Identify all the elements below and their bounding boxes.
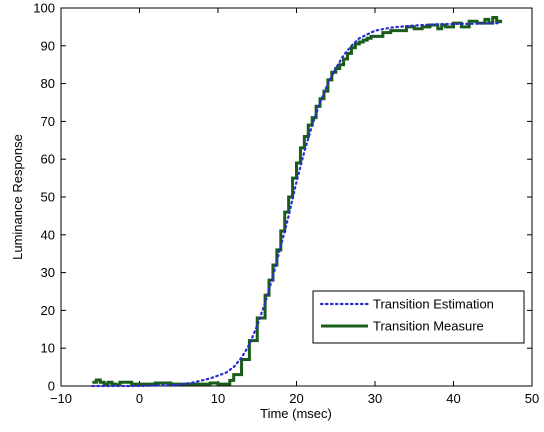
y-ticks: 0 10 20 30 40 50 60 70 80 90 100 bbox=[33, 1, 532, 394]
y-tick-label: 30 bbox=[41, 265, 55, 280]
x-tick-label: 50 bbox=[525, 391, 539, 406]
x-tick-label: 10 bbox=[211, 391, 225, 406]
y-tick-label: 70 bbox=[41, 114, 55, 129]
y-tick-label: 10 bbox=[41, 341, 55, 356]
legend-entry-measure: Transition Measure bbox=[373, 319, 484, 334]
legend: Transition Estimation Transition Measure bbox=[312, 290, 525, 344]
y-tick-label: 0 bbox=[48, 379, 55, 394]
x-tick-label: 40 bbox=[446, 391, 460, 406]
legend-entry-estimation: Transition Estimation bbox=[373, 297, 494, 312]
x-tick-label: 0 bbox=[136, 391, 143, 406]
y-tick-label: 90 bbox=[41, 38, 55, 53]
y-tick-label: 50 bbox=[41, 190, 55, 205]
y-tick-label: 100 bbox=[33, 1, 55, 16]
y-tick-label: 60 bbox=[41, 152, 55, 167]
x-ticks: −10 0 10 20 30 40 50 bbox=[50, 8, 539, 406]
y-tick-label: 20 bbox=[41, 303, 55, 318]
series-layer bbox=[91, 15, 503, 388]
legend-box bbox=[312, 290, 525, 344]
y-tick-label: 40 bbox=[41, 227, 55, 242]
x-tick-label: 20 bbox=[289, 391, 303, 406]
y-tick-label: 80 bbox=[41, 76, 55, 91]
y-axis-label: Luminance Response bbox=[10, 134, 25, 260]
x-tick-label: −10 bbox=[50, 391, 72, 406]
x-axis-label: Time (msec) bbox=[260, 406, 332, 421]
x-tick-label: 30 bbox=[368, 391, 382, 406]
series-line-estimation bbox=[91, 22, 502, 388]
